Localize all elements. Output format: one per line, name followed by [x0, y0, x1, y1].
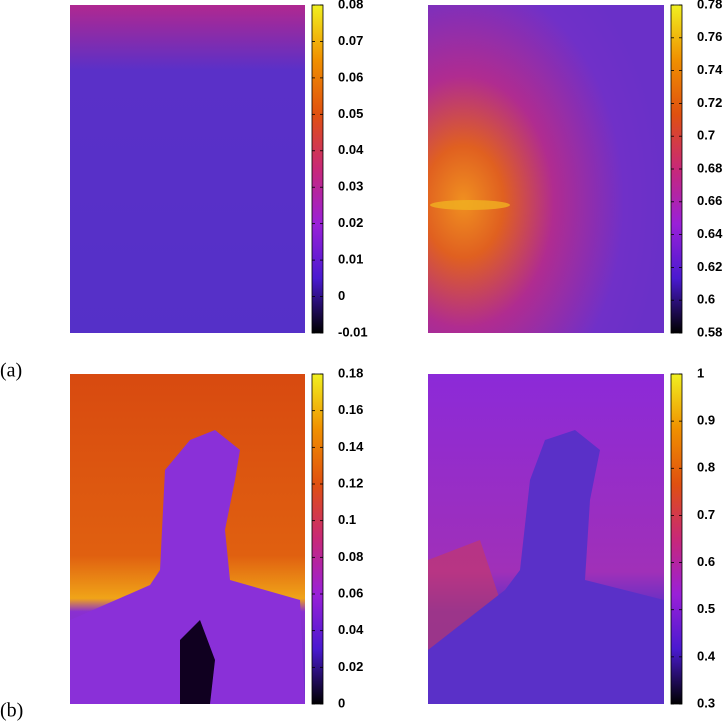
panel-label: (a): [0, 360, 22, 382]
colorbar-tick-label: 0.1: [338, 512, 356, 527]
colorbar-tick-label: 0.07: [338, 33, 363, 48]
colorbar-tick-label: 0.4: [697, 648, 716, 663]
colorbar-tick-label: 0.74: [697, 62, 723, 77]
colorbar-tick-label: 0.6: [697, 292, 715, 307]
colorbar-tick-label: 0.02: [338, 659, 363, 674]
panel-label: (b): [0, 700, 23, 722]
colorbar-tick-label: 0.78: [697, 0, 722, 11]
colorbar-tick-label: 0.05: [338, 106, 363, 121]
colorbar-tick-label: 0.76: [697, 29, 722, 44]
colorbar-tick-label: 0.01: [338, 252, 363, 267]
colorbar-tick-label: 0.08: [338, 0, 363, 11]
colorbar-tick-label: 0.7: [697, 128, 715, 143]
colorbar-tick-label: 0.6: [697, 554, 715, 569]
colorbar-tick-label: 0: [338, 288, 345, 303]
figure: -0.01 0 0.01 0.02 0.03 0.04 0.05 0.06 0.07 0.08 (a…: [0, 0, 727, 728]
colorbar-tick-label: -0.01: [338, 324, 368, 339]
colorbar-tick-label: 0.14: [338, 439, 364, 454]
colorbar-tick-label: 0.58: [697, 324, 722, 339]
colorbar-tick-label: 1: [697, 365, 704, 380]
heatmap-image: [70, 5, 305, 333]
colorbar-tick-label: 0.16: [338, 402, 363, 417]
colorbar-tick-label: 0.18: [338, 365, 363, 380]
colorbar-tick-label: 0.9: [697, 413, 715, 428]
colorbar-tick-label: 0.5: [697, 601, 715, 616]
colorbar-tick-label: 0.06: [338, 585, 363, 600]
colorbar-tick-label: 0: [338, 695, 345, 710]
colorbar-tick-label: 0.12: [338, 475, 363, 490]
colorbar-tick-label: 0.3: [697, 695, 715, 710]
colorbar-tick-label: 0.62: [697, 259, 722, 274]
colorbar-tick-label: 0.72: [697, 95, 722, 110]
heatmap-image: [70, 374, 305, 704]
heatmap-image: [428, 5, 664, 333]
colorbar-tick-label: 0.08: [338, 549, 363, 564]
colorbar-tick-label: 0.04: [338, 142, 364, 157]
colorbar: [312, 5, 323, 333]
colorbar-tick-label: 0.03: [338, 179, 363, 194]
colorbar-tick-label: 0.7: [697, 507, 715, 522]
colorbar-tick-label: 0.8: [697, 460, 715, 475]
colorbar-tick-label: 0.68: [697, 160, 722, 175]
colorbar-tick-label: 0.04: [338, 622, 364, 637]
colorbar: [671, 374, 682, 704]
colorbar: [312, 374, 323, 704]
colorbar-tick-label: 0.06: [338, 69, 363, 84]
colorbar-tick-label: 0.66: [697, 193, 722, 208]
colorbar-tick-label: 0.02: [338, 215, 363, 230]
heatmap-image: [428, 374, 664, 704]
colorbar-tick-label: 0.64: [697, 226, 723, 241]
